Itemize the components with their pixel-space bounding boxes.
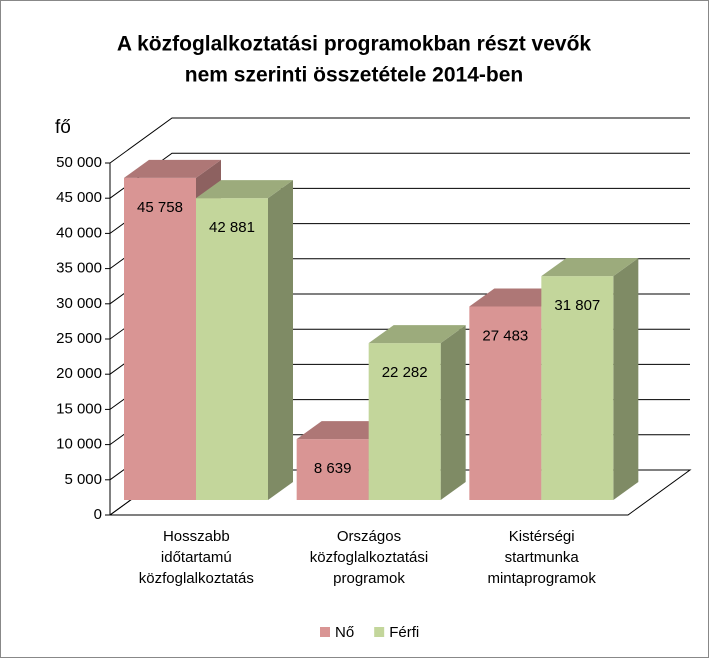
data-label: 31 807: [554, 297, 600, 314]
x-tick-label: mintaprogramok: [487, 570, 596, 587]
bar-front: [469, 306, 542, 500]
x-tick-label: közfoglalkoztatás: [139, 570, 254, 587]
x-tick-label: startmunka: [505, 549, 580, 566]
bar-front: [196, 198, 268, 500]
bar-front: [296, 439, 369, 500]
y-tick-label: 20 000: [56, 365, 102, 382]
legend-swatch: [320, 627, 330, 637]
grid-line: [109, 117, 690, 164]
legend-label: Férfi: [389, 624, 419, 641]
y-tick-label: 25 000: [56, 330, 102, 347]
x-tick-label: közfoglalkoztatási: [310, 549, 428, 566]
y-tick-label: 45 000: [56, 189, 102, 206]
bar: [368, 325, 466, 500]
bar: [541, 258, 639, 500]
bar-side: [268, 180, 293, 500]
y-tick-label: 0: [94, 506, 102, 523]
y-tick-label: 10 000: [56, 436, 102, 453]
bar-top: [124, 159, 221, 178]
legend-label: Nő: [335, 624, 354, 641]
bar-top: [196, 180, 293, 199]
y-tick-label: 5 000: [64, 471, 102, 488]
chart-title: nem szerinti összetétele 2014-ben: [185, 64, 523, 87]
data-label: 42 881: [209, 219, 255, 236]
y-tick-label: 50 000: [56, 154, 102, 171]
x-tick-label: programok: [333, 570, 405, 587]
bar-top: [368, 325, 466, 344]
x-tick-label: Hosszabb: [163, 528, 230, 545]
y-tick-label: 30 000: [56, 295, 102, 312]
legend-swatch: [374, 627, 385, 637]
data-label: 22 282: [382, 364, 428, 381]
x-tick-label: időtartamú: [161, 549, 232, 566]
bar-side: [613, 258, 639, 500]
y-tick-label: 15 000: [56, 400, 102, 417]
bar-front: [124, 177, 196, 500]
data-label: 45 758: [137, 199, 183, 216]
chart-title: A közfoglalkoztatási programokban részt …: [117, 33, 592, 56]
data-label: 8 639: [314, 460, 352, 477]
bar: [196, 180, 293, 500]
data-label: 27 483: [482, 327, 528, 344]
bar-side: [440, 325, 466, 500]
bar-front: [368, 343, 441, 500]
bar-top: [541, 258, 639, 277]
y-tick-label: 40 000: [56, 224, 102, 241]
x-tick-label: Országos: [337, 528, 401, 545]
bar-front: [541, 276, 614, 500]
x-tick-label: Kistérségi: [509, 528, 575, 545]
y-axis-label: fő: [55, 117, 71, 138]
y-tick-label: 35 000: [56, 260, 102, 277]
